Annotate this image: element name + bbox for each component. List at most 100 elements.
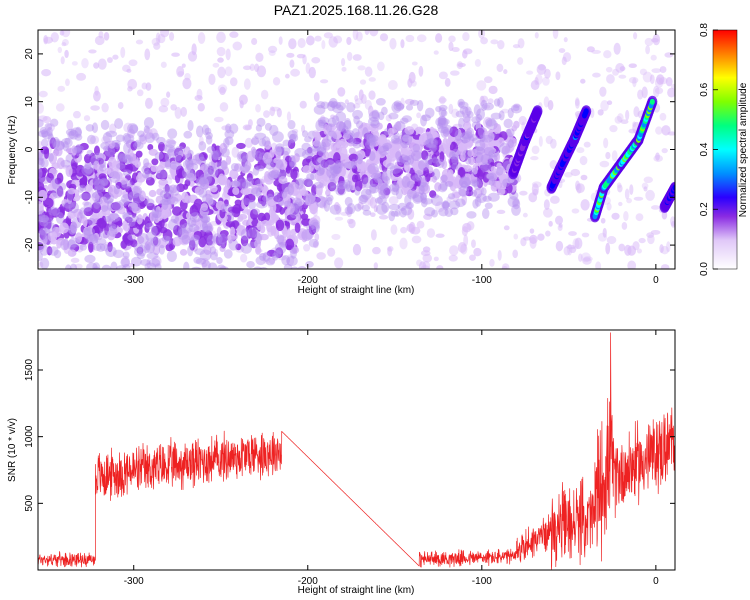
heatmap-cell (71, 162, 78, 170)
heatmap-cell (659, 66, 667, 73)
heatmap-cell (158, 179, 169, 186)
heatmap-cell (301, 130, 309, 138)
heatmap-cell (471, 116, 481, 124)
heatmap-cell (129, 200, 141, 212)
heatmap-cell (327, 117, 337, 128)
heatmap-cell (259, 233, 269, 241)
heatmap-cell (654, 87, 664, 95)
heatmap-cell (439, 180, 448, 192)
heatmap-cell (202, 193, 213, 205)
heatmap-cell (65, 147, 74, 154)
heatmap-cell (308, 66, 316, 79)
heatmap-cell (100, 178, 109, 186)
heatmap-cell (388, 210, 396, 222)
heatmap-cell (465, 106, 472, 116)
heatmap-cell (48, 246, 59, 256)
heatmap-cell (462, 164, 473, 172)
heatmap-cell (161, 235, 171, 242)
heatmap-cell (99, 196, 108, 205)
heatmap-cell (306, 173, 315, 181)
heatmap-cell (212, 62, 220, 68)
heatmap-cell (92, 176, 101, 186)
heatmap-cell (266, 189, 275, 199)
heatmap-cell (104, 215, 112, 223)
heatmap-cell (113, 141, 121, 150)
heatmap-cell (264, 140, 272, 150)
heatmap-cell (672, 184, 675, 191)
heatmap-cell (71, 217, 82, 229)
heatmap-cell (531, 183, 539, 196)
heatmap-cell (143, 243, 151, 254)
heatmap-cell (381, 201, 390, 213)
heatmap-cell (263, 212, 271, 222)
y-tick-label: 20 (24, 48, 35, 60)
heatmap-cell (247, 241, 258, 248)
heatmap-cell (509, 191, 519, 200)
heatmap-cell (200, 220, 212, 233)
heatmap-cell (346, 203, 356, 215)
heatmap-cell (406, 223, 415, 233)
heatmap-cell (93, 160, 100, 170)
heatmap-cell (405, 104, 414, 111)
heatmap-cell (176, 65, 185, 78)
heatmap-cell (203, 230, 213, 242)
heatmap-cell (78, 177, 87, 188)
heatmap-cell (561, 56, 567, 66)
heatmap-cell (382, 144, 389, 152)
spectrogram-y-ticks: -20 -10 0 10 20 (24, 48, 675, 252)
heatmap-cell (275, 148, 282, 160)
heatmap-cell (131, 185, 143, 197)
heatmap-cell (82, 216, 88, 228)
heatmap-cell (535, 73, 543, 85)
heatmap-cell (136, 246, 144, 255)
heatmap-cell (156, 136, 166, 145)
heatmap-cell (368, 105, 374, 117)
heatmap-cell (571, 208, 580, 214)
heatmap-cell (389, 152, 397, 162)
heatmap-cell (295, 177, 305, 186)
heatmap-cell (254, 163, 262, 170)
heatmap-cell (243, 194, 250, 207)
heatmap-cell (166, 250, 177, 262)
heatmap-cell (79, 207, 86, 219)
heatmap-cell (493, 123, 500, 135)
heatmap-cell (364, 66, 373, 77)
heatmap-cell (76, 72, 87, 81)
heatmap-cell (38, 242, 44, 253)
x-tick-label: -100 (472, 275, 492, 286)
heatmap-cell (665, 77, 673, 87)
heatmap-cell (632, 77, 637, 88)
heatmap-cell (57, 85, 66, 92)
heatmap-cell (459, 176, 471, 188)
heatmap-cell (421, 198, 434, 205)
heatmap-cell (306, 35, 315, 46)
heatmap-cell (427, 159, 436, 166)
heatmap-cell (364, 139, 376, 150)
heatmap-cell (237, 213, 248, 220)
heatmap-cell (79, 243, 87, 251)
heatmap-cell (458, 101, 469, 109)
heatmap-cell (83, 163, 95, 174)
heatmap-cell (609, 124, 618, 133)
heatmap-cell (330, 114, 336, 119)
heatmap-cell (330, 101, 342, 109)
heatmap-cell (437, 115, 447, 127)
heatmap-cell (491, 180, 501, 190)
heatmap-cell (365, 188, 372, 196)
heatmap-cell (437, 117, 449, 129)
heatmap-cell (414, 170, 423, 181)
heatmap-cell (322, 141, 331, 151)
heatmap-cell (558, 48, 566, 54)
heatmap-cell (110, 170, 119, 179)
heatmap-cell (229, 31, 239, 38)
spectrogram-x-ticks: -300 -200 -100 0 (124, 30, 659, 286)
heatmap-cell (466, 221, 475, 231)
heatmap-cell (404, 194, 412, 207)
heatmap-cell (67, 239, 76, 251)
heatmap-cell (240, 188, 250, 195)
heatmap-cell (583, 141, 591, 148)
heatmap-cell (224, 129, 235, 139)
heatmap-cell (97, 189, 104, 197)
heatmap-cell (97, 58, 107, 70)
heatmap-cell (618, 243, 626, 252)
